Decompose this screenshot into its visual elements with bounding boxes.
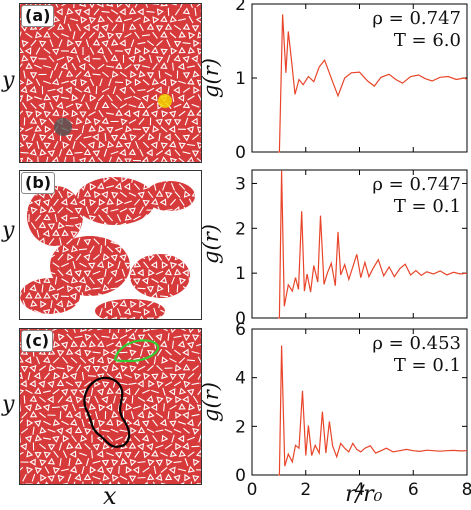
annotation-0: ρ = 0.747 xyxy=(372,174,461,195)
x-tick-label: 0 xyxy=(247,480,258,500)
y-tick-label: 0 xyxy=(235,466,246,486)
annotation-1: T = 0.1 xyxy=(394,355,461,376)
annotation-0: ρ = 0.747 xyxy=(372,8,461,29)
y-tick-label: 0 xyxy=(235,143,246,163)
y-tick-label: 1 xyxy=(235,69,246,89)
y-tick-label: 3 xyxy=(235,174,246,194)
annotation-0: ρ = 0.453 xyxy=(372,333,461,354)
annotation-1: T = 6.0 xyxy=(394,30,461,51)
y-axis-label: g(r) xyxy=(199,58,223,98)
y-tick-label: 1 xyxy=(235,264,246,284)
y-tick-label: 6 xyxy=(235,320,246,340)
y-tick-label: 4 xyxy=(235,369,246,389)
y-axis-label: g(r) xyxy=(199,224,223,264)
y-tick-label: 2 xyxy=(235,219,246,239)
y-axis-label: g(r) xyxy=(199,382,223,422)
annotation-1: T = 0.1 xyxy=(394,196,461,217)
x-tick-label: 8 xyxy=(462,480,471,500)
y-tick-label: 2 xyxy=(235,417,246,437)
x-tick-label: 2 xyxy=(300,480,311,500)
y-tick-label: 2 xyxy=(235,0,246,15)
x-tick-label: 6 xyxy=(408,480,419,500)
x-axis-label: r/r₀ xyxy=(345,482,382,507)
